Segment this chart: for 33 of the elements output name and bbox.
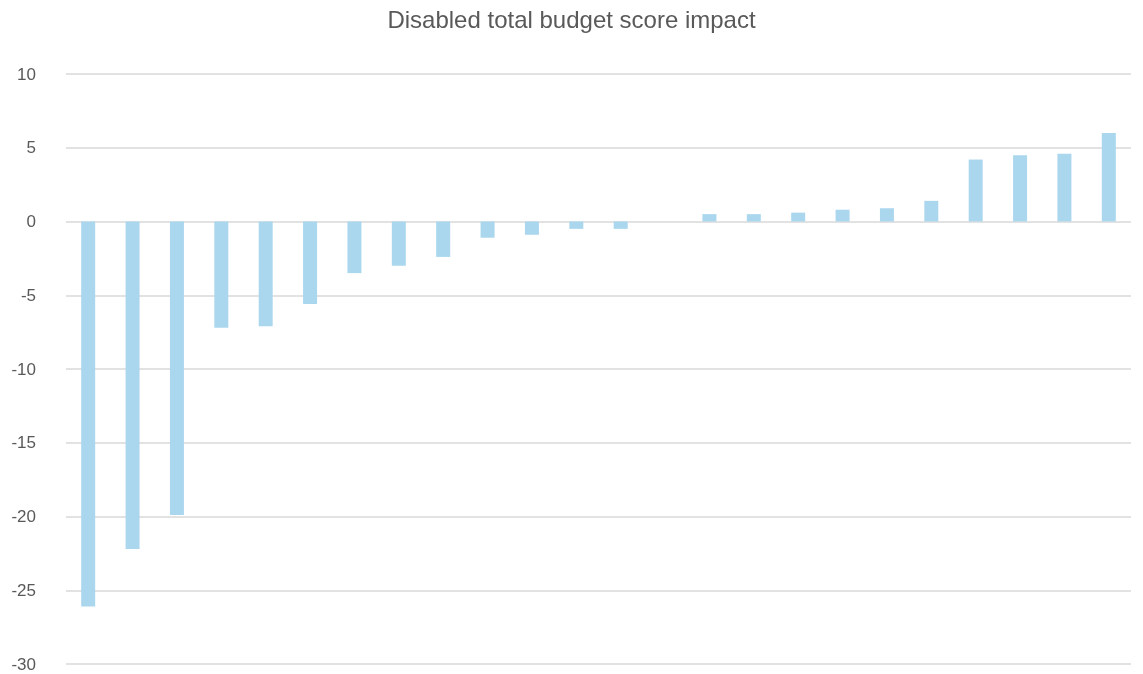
y-tick-label: -5: [20, 285, 36, 305]
y-tick-label: 0: [26, 212, 36, 231]
y-tick-label: -20: [11, 507, 36, 526]
bar: [968, 159, 983, 222]
bar: [791, 212, 806, 222]
bar: [613, 221, 628, 229]
bar: [81, 221, 96, 607]
bar: [258, 221, 273, 327]
bar: [924, 200, 939, 222]
bar: [746, 214, 761, 222]
bar: [391, 221, 406, 266]
bar: [1013, 155, 1028, 222]
bar: [835, 209, 850, 222]
bar: [524, 221, 539, 235]
bar: [303, 221, 318, 305]
bar: [169, 221, 184, 516]
bar: [702, 214, 717, 222]
y-tick-label: -30: [11, 654, 36, 674]
bar: [1101, 133, 1116, 222]
y-tick-label: -10: [11, 359, 36, 379]
chart-title: Disabled total budget score impact: [387, 5, 756, 33]
bar: [347, 221, 362, 274]
y-tick-label: -25: [11, 580, 36, 600]
bar: [480, 221, 495, 238]
y-tick-label: 10: [17, 64, 36, 84]
bar: [436, 221, 451, 257]
y-tick-label: -15: [11, 433, 36, 453]
bar: [569, 221, 584, 229]
bar: [125, 221, 140, 549]
bar: [1057, 153, 1072, 222]
y-tick-label: 5: [26, 138, 36, 158]
bar: [879, 208, 894, 222]
bar: [214, 221, 229, 328]
